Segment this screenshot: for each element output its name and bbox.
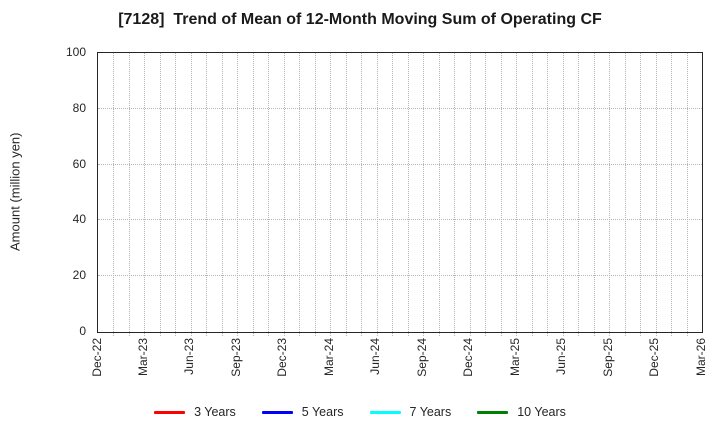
- horizontal-gridline: [98, 275, 702, 277]
- x-tick-label: Dec-24: [461, 338, 476, 377]
- x-tick-label: Sep-23: [228, 338, 243, 377]
- legend-item: 10 Years: [477, 405, 566, 419]
- vertical-gridline: [438, 53, 440, 336]
- vertical-gridline: [547, 53, 549, 336]
- chart-title: [7128] Trend of Mean of 12-Month Moving …: [118, 11, 602, 28]
- x-tick-label: Sep-25: [600, 338, 615, 377]
- chart-legend: 3 Years 5 Years 7 Years 10 Years: [0, 405, 720, 419]
- vertical-gridline: [175, 53, 177, 336]
- y-tick-label: 60: [72, 156, 86, 171]
- x-tick-label: Mar-24: [321, 338, 336, 377]
- x-tick-label: Mar-23: [135, 338, 150, 377]
- vertical-gridline: [283, 53, 285, 336]
- vertical-gridline: [624, 53, 626, 336]
- x-tick-label: Sep-24: [414, 338, 429, 377]
- vertical-gridline: [407, 53, 409, 336]
- legend-label: 7 Years: [409, 405, 452, 419]
- vertical-gridline: [144, 53, 146, 336]
- vertical-gridline: [159, 53, 161, 336]
- vertical-gridline: [562, 53, 564, 336]
- y-tick-label: 80: [72, 100, 86, 115]
- vertical-gridline: [531, 53, 533, 336]
- vertical-gridline: [578, 53, 580, 336]
- vertical-gridline: [686, 53, 688, 336]
- vertical-gridline: [190, 53, 192, 336]
- vertical-gridline: [609, 53, 611, 336]
- vertical-gridline: [593, 53, 595, 336]
- vertical-gridline: [640, 53, 642, 336]
- vertical-gridline: [392, 53, 394, 336]
- legend-line-swatch: [261, 410, 293, 414]
- vertical-gridline: [237, 53, 239, 336]
- vertical-gridline: [314, 53, 316, 336]
- vertical-gridline: [206, 53, 208, 336]
- vertical-gridline: [345, 53, 347, 336]
- vertical-gridline: [423, 53, 425, 336]
- vertical-gridline: [485, 53, 487, 336]
- horizontal-gridline: [98, 163, 702, 165]
- horizontal-gridline: [98, 107, 702, 109]
- legend-line-swatch: [154, 410, 186, 414]
- y-tick-label: 40: [72, 212, 86, 227]
- legend-item: 7 Years: [369, 405, 452, 419]
- x-tick-label: Dec-25: [647, 338, 662, 377]
- vertical-gridline: [330, 53, 332, 336]
- vertical-gridline: [268, 53, 270, 336]
- x-tick-label: Dec-22: [89, 338, 104, 377]
- y-tick-labels: 0 20 40 60 80 100: [0, 45, 90, 338]
- vertical-gridline: [128, 53, 130, 336]
- vertical-gridline: [221, 53, 223, 336]
- x-tick-label: Dec-23: [275, 338, 290, 377]
- legend-line-swatch: [369, 410, 401, 414]
- legend-line-swatch: [477, 410, 509, 414]
- vertical-gridline: [500, 53, 502, 336]
- x-tick-label: Jun-24: [368, 338, 383, 375]
- x-tick-label: Jun-23: [182, 338, 197, 375]
- vertical-gridline: [671, 53, 673, 336]
- x-tick-label: Jun-25: [554, 338, 569, 375]
- x-tick-label: Mar-25: [507, 338, 522, 377]
- vertical-gridline: [454, 53, 456, 336]
- plot-area: [97, 52, 703, 336]
- y-tick-label: 20: [72, 268, 86, 283]
- vertical-gridline: [516, 53, 518, 336]
- legend-label: 5 Years: [301, 405, 344, 419]
- horizontal-gridline: [98, 219, 702, 221]
- vertical-gridline: [113, 53, 115, 336]
- x-tick-labels: Dec-22 Mar-23 Jun-23 Sep-23 Dec-23 Mar-2…: [90, 331, 708, 397]
- legend-item: 5 Years: [261, 405, 344, 419]
- vertical-gridline: [361, 53, 363, 336]
- vertical-gridline: [376, 53, 378, 336]
- x-tick-label: Mar-26: [693, 338, 708, 377]
- y-tick-label: 100: [65, 45, 86, 59]
- vertical-gridline: [469, 53, 471, 336]
- legend-item: 3 Years: [154, 405, 236, 419]
- y-tick-label: 0: [79, 324, 86, 338]
- vertical-gridline: [252, 53, 254, 336]
- vertical-gridline: [655, 53, 657, 336]
- legend-label: 10 Years: [517, 405, 566, 419]
- vertical-gridline: [299, 53, 301, 336]
- legend-label: 3 Years: [194, 405, 236, 419]
